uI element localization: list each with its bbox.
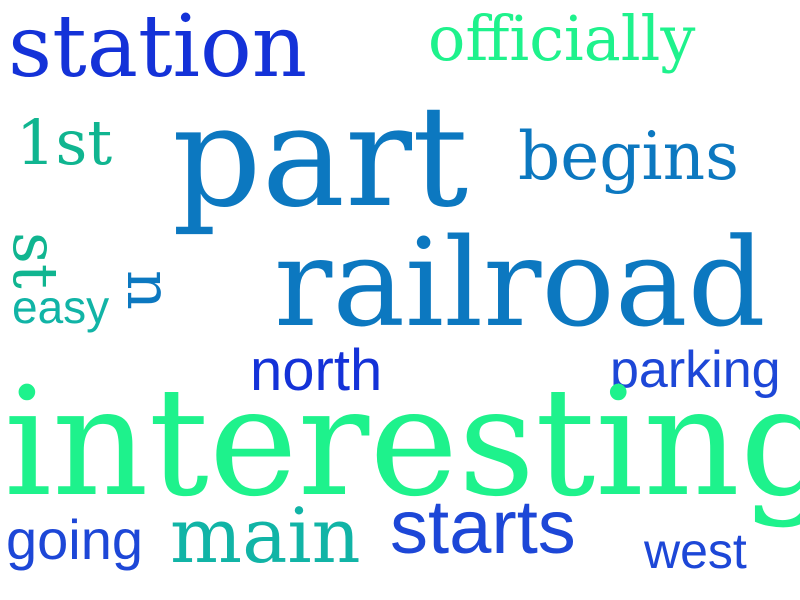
word-n: n <box>113 270 186 310</box>
word-parking: parking <box>610 341 781 399</box>
word-west: west <box>644 523 747 579</box>
word-easy: easy <box>12 281 110 333</box>
word-begins: begins <box>518 118 740 195</box>
word-interesting: interesting <box>4 356 800 530</box>
word-north: north <box>250 338 383 403</box>
word-going: going <box>6 508 144 571</box>
word-part: part <box>172 76 469 239</box>
word-officially: officially <box>428 2 696 75</box>
word-station: station <box>8 0 308 97</box>
word-railroad: railroad <box>274 212 766 354</box>
word-main: main <box>170 491 361 580</box>
word-1st: 1st <box>16 106 113 179</box>
word-starts: starts <box>390 485 576 570</box>
